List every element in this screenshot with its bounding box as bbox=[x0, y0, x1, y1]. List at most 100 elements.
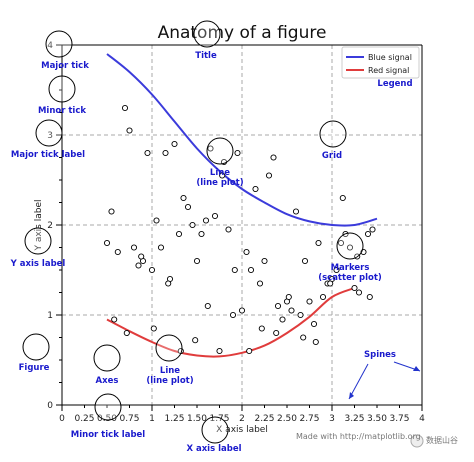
scatter-point-72 bbox=[285, 293, 292, 301]
scatter-point-71 bbox=[273, 329, 280, 337]
scatter-point-74 bbox=[312, 338, 319, 346]
scatter-point-43 bbox=[301, 257, 309, 265]
scatter-point-18 bbox=[189, 221, 196, 229]
x-major-tick-label-0: 0 bbox=[59, 414, 65, 424]
spines-arrowhead-right bbox=[413, 366, 420, 371]
scatter-point-63 bbox=[165, 280, 172, 287]
scatter-point-31 bbox=[247, 266, 255, 274]
annotation-label-12: Title bbox=[195, 51, 217, 61]
annotations: Major tick Minor tick Major tick label Y ax… bbox=[10, 20, 424, 454]
x-minor-tick-label-1: 0.50 bbox=[97, 414, 117, 424]
watermark-matplotlib: Made with http://matplotlib.org bbox=[296, 432, 421, 441]
annotation-circle-14 bbox=[201, 416, 229, 444]
scatter-point-78 bbox=[366, 293, 373, 301]
x-major-tick-label-1: 1 bbox=[149, 414, 155, 424]
scatter-point-70 bbox=[258, 325, 265, 332]
scatter-point-3 bbox=[121, 104, 129, 112]
annotation-circle-5 bbox=[93, 344, 121, 372]
scatter-point-28 bbox=[234, 149, 241, 157]
scatter-point-58 bbox=[369, 226, 376, 233]
scatter-point-8 bbox=[144, 149, 151, 157]
y-major-tick-label-0: 0 bbox=[47, 401, 53, 411]
scatter-point-20 bbox=[198, 230, 205, 238]
scatter-point-75 bbox=[327, 280, 334, 287]
annotation-label-11: Legend bbox=[377, 79, 412, 89]
annotation-label-2: Major tick label bbox=[11, 150, 85, 160]
scatter-point-24 bbox=[216, 347, 223, 355]
chart-title: Anatomy of a figure bbox=[158, 23, 327, 43]
scatter-point-6 bbox=[135, 262, 142, 269]
x-minor-tick-label-4: 1.50 bbox=[187, 414, 207, 424]
scatter-point-61 bbox=[138, 253, 145, 260]
x-minor-tick-label-2: 0.75 bbox=[119, 414, 139, 424]
annotation-circle-13 bbox=[94, 393, 122, 421]
scatter-point-0 bbox=[103, 239, 111, 247]
scatter-point-17 bbox=[184, 203, 192, 211]
scatter-point-73 bbox=[300, 334, 307, 341]
annotation-circle-1 bbox=[48, 75, 76, 103]
x-minor-tick-label-0: 0.25 bbox=[74, 414, 94, 424]
scatter-point-59 bbox=[111, 316, 118, 323]
scatter-point-11 bbox=[157, 244, 165, 251]
annotation-circle-4 bbox=[22, 333, 50, 361]
annotation-label-13: Minor tick label bbox=[71, 430, 146, 440]
scatter-point-53 bbox=[346, 244, 354, 251]
scatter-point-12 bbox=[162, 149, 169, 157]
scatter-point-2 bbox=[114, 248, 121, 256]
x-minor-tick-label-7: 2.50 bbox=[277, 414, 297, 424]
scatter-point-16 bbox=[180, 194, 187, 202]
y-major-tick-label-1: 1 bbox=[47, 311, 53, 321]
legend: Blue signal Red signal bbox=[341, 46, 420, 79]
x-minor-tick-label-3: 1.25 bbox=[164, 414, 184, 424]
scatter-point-29 bbox=[238, 307, 246, 314]
annotation-circle-9 bbox=[336, 232, 364, 260]
annotation-circle-0 bbox=[45, 30, 73, 58]
grid bbox=[62, 45, 422, 405]
y-axis-label: Y axis label bbox=[34, 199, 44, 251]
scatter-point-68 bbox=[231, 266, 238, 274]
scatter-point-35 bbox=[265, 172, 273, 179]
x-minor-tick-label-9: 3.25 bbox=[344, 414, 364, 424]
annotation-label-9: Markers (scatter plot) bbox=[318, 263, 382, 283]
y-major-tick-label-3: 3 bbox=[47, 131, 53, 141]
scatter-point-37 bbox=[274, 302, 282, 310]
watermark-logo-text: 数据山谷 bbox=[426, 435, 458, 445]
x-major-tick-label-4: 4 bbox=[419, 414, 425, 424]
annotation-label-0: Major tick bbox=[41, 61, 89, 71]
scatter-point-40 bbox=[288, 307, 295, 314]
scatter-point-34 bbox=[261, 257, 268, 265]
scatter-point-22 bbox=[207, 145, 214, 152]
scatter-point-42 bbox=[297, 311, 304, 319]
annotation-label-1: Minor tick bbox=[38, 106, 86, 116]
scatter-point-67 bbox=[219, 172, 226, 179]
scatter-point-69 bbox=[246, 347, 253, 355]
spines-arrowhead-bottom bbox=[349, 392, 354, 399]
scatter-point-30 bbox=[243, 248, 250, 256]
scatter-point-65 bbox=[192, 337, 199, 344]
x-major-tick-label-2: 2 bbox=[239, 414, 245, 424]
scatter-point-5 bbox=[130, 244, 138, 251]
annotation-circle-2 bbox=[35, 119, 63, 147]
series-line-1 bbox=[106, 287, 355, 358]
watermark-logo-icon bbox=[410, 434, 424, 448]
x-minor-tick-label-11: 3.75 bbox=[389, 414, 409, 424]
scatter-point-4 bbox=[126, 127, 133, 134]
scatter-point-14 bbox=[171, 140, 178, 148]
spines bbox=[61, 44, 423, 406]
annotation-circle-3 bbox=[24, 227, 52, 255]
scatter-point-32 bbox=[252, 185, 259, 193]
scatter-point-38 bbox=[279, 316, 286, 323]
scatter-point-41 bbox=[292, 208, 300, 215]
scatter-point-60 bbox=[123, 329, 130, 337]
x-minor-tick-label-5: 1.75 bbox=[209, 414, 229, 424]
scatter-point-19 bbox=[193, 257, 201, 265]
scatter-point-47 bbox=[319, 293, 327, 301]
scatter-point-44 bbox=[306, 298, 313, 305]
scatter-point-9 bbox=[148, 266, 156, 274]
annotation-label-4: Figure bbox=[19, 363, 50, 373]
plot-series bbox=[103, 53, 378, 358]
annotation-label-3: Y axis label bbox=[10, 259, 66, 269]
scatter-point-50 bbox=[333, 266, 340, 274]
scatter-point-57 bbox=[364, 230, 372, 238]
